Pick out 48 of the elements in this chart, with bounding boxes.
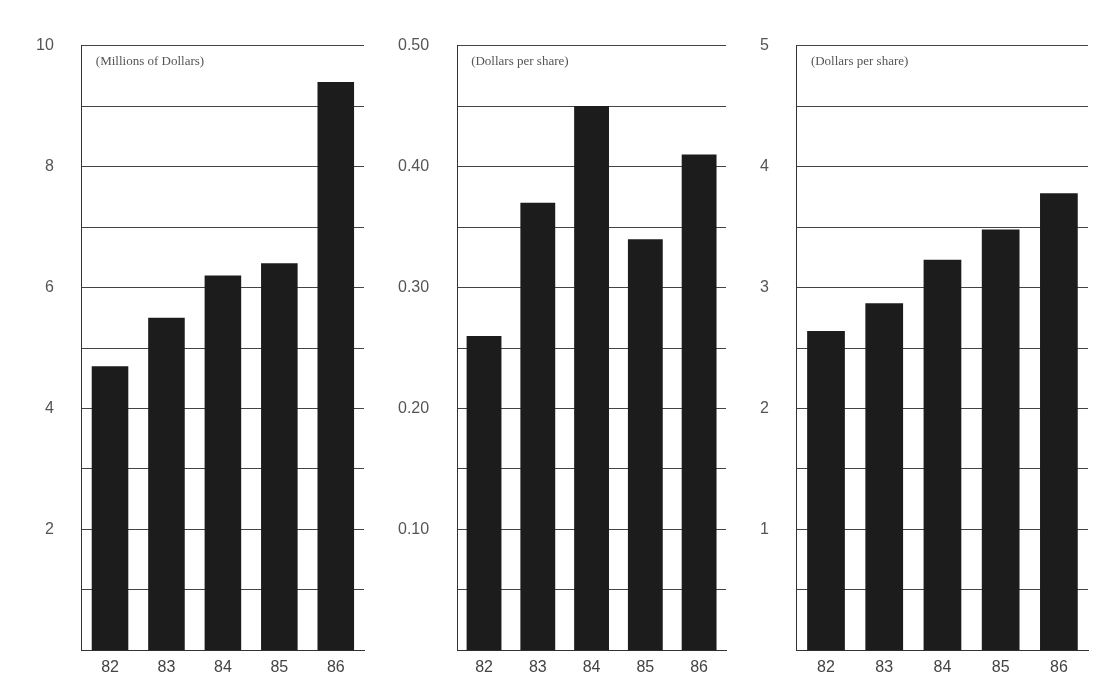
x-tick-label: 82: [475, 658, 494, 676]
bar: [204, 275, 242, 651]
bar: [148, 317, 185, 651]
x-tick-label: 84: [214, 658, 232, 676]
y-tick-label: 8: [44, 156, 54, 174]
y-tick-label: 0.50: [398, 36, 430, 54]
bar: [91, 366, 129, 651]
y-tick-label: 1: [759, 519, 769, 537]
bar: [865, 303, 904, 651]
y-tick-label: 0.40: [398, 156, 430, 174]
bar: [627, 239, 663, 651]
y-axis-title: (Dollars per share): [471, 53, 569, 69]
bar: [981, 229, 1020, 651]
x-tick-label: 85: [270, 658, 289, 676]
y-tick-label: 0.10: [398, 519, 430, 537]
x-tick-label: 84: [933, 658, 952, 676]
y-tick-label: 10: [36, 36, 54, 54]
y-tick-label: 3: [759, 277, 769, 295]
x-tick-label: 84: [582, 658, 601, 676]
bar: [681, 154, 717, 651]
bar: [261, 263, 298, 651]
y-tick-label: 0.20: [398, 398, 430, 416]
x-tick-label: 83: [875, 658, 894, 676]
y-tick-label: 2: [44, 519, 54, 537]
y-tick-label: 4: [759, 156, 769, 174]
y-axis-title: (Millions of Dollars): [95, 53, 205, 69]
x-tick-label: 85: [636, 658, 655, 676]
bar: [923, 259, 962, 651]
x-tick-label: 86: [690, 658, 709, 676]
bar: [574, 106, 609, 651]
y-tick-label: 2: [759, 398, 769, 416]
bar: [466, 335, 502, 651]
x-tick-label: 86: [1049, 658, 1068, 676]
x-tick-label: 85: [991, 658, 1010, 676]
bar: [317, 81, 355, 651]
x-tick-label: 83: [528, 658, 547, 676]
y-tick-label: 4: [44, 398, 54, 416]
x-tick-label: 82: [101, 658, 120, 676]
bar: [807, 331, 845, 651]
x-tick-label: 86: [326, 658, 345, 676]
x-tick-label: 83: [157, 658, 176, 676]
y-tick-label: 0.30: [398, 277, 430, 295]
y-tick-label: 5: [759, 36, 769, 54]
x-tick-label: 82: [817, 658, 836, 676]
bar: [520, 202, 556, 651]
y-tick-label: 6: [44, 277, 54, 295]
bar: [1040, 193, 1078, 651]
y-axis-title: (Dollars per share): [810, 53, 909, 69]
